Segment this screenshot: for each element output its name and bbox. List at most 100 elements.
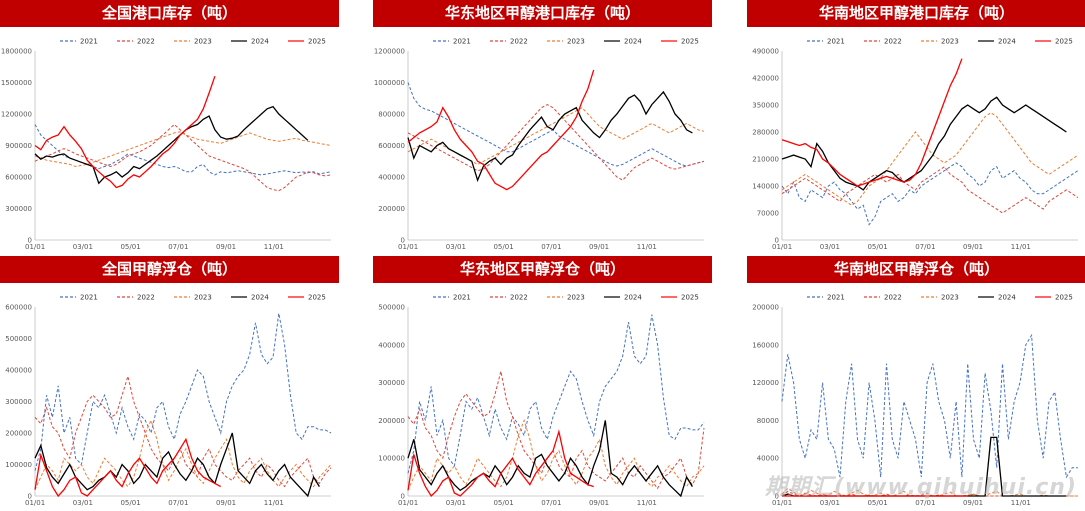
x-tick-label: 05/01 [867,243,887,250]
y-tick-label: 200000 [378,417,405,425]
chart-title: 华南地区甲醇港口库存（吨） [747,0,1085,27]
x-tick-label: 11/01 [264,499,284,506]
chart-plot: 0 100000 200000 300000 400000 500000 600000 01/… [5,294,332,506]
x-tick-label: 09/01 [216,243,236,250]
legend-label: 2021 [453,38,471,46]
series-line-2023 [781,112,1079,206]
x-tick-label: 09/01 [963,243,983,250]
y-tick-label: 600000 [378,142,405,150]
legend-label: 2021 [453,294,471,302]
chart-title: 全国港口库存（吨） [0,0,339,27]
y-tick-label: 70000 [757,210,779,218]
series-line-2021 [34,124,332,176]
x-tick-label: 05/01 [493,243,513,250]
x-tick-label: 09/01 [589,243,609,250]
series-line-2024 [407,90,693,183]
y-tick-label: 1200000 [1,111,32,119]
y-tick-label: 500000 [5,335,32,343]
series-line-2025 [781,58,963,187]
series-line-2023 [407,418,705,491]
y-tick-label: 40000 [757,455,779,463]
y-tick-label: 0 [401,237,405,245]
y-tick-label: 300000 [5,398,32,406]
chart-plot: 0 70000 140000 210000 280000 350000 420000 4900… [752,38,1079,250]
chart-panel: 华南地区甲醇港口库存（吨） 0 70000 140000 210000 280000 350… [747,0,1085,250]
y-tick-label: 300000 [5,205,32,213]
chart-plot: 0 200000 400000 600000 800000 1000000 1200000 0… [374,38,705,250]
x-tick-label: 03/01 [820,499,840,506]
legend-label: 2022 [884,294,902,302]
series-line-2025 [407,429,594,498]
series-line-2022 [407,371,705,490]
chart-title: 华东地区甲醇港口库存（吨） [373,0,712,27]
series-line-2023 [781,487,1078,497]
chart-title: 全国甲醇浮仓（吨） [0,256,339,283]
legend-label: 2024 [998,38,1016,46]
series-line-2025 [34,437,222,498]
y-tick-label: 0 [28,237,32,245]
x-tick-label: 11/01 [637,243,657,250]
legend-label: 2024 [624,294,642,302]
x-tick-label: 07/01 [541,499,561,506]
legend-label: 2025 [1055,38,1073,46]
series-line-2025 [407,69,595,191]
series-line-2022 [34,374,332,488]
legend-label: 2022 [137,38,155,46]
series-line-2024 [34,432,320,498]
legend-label: 2023 [941,38,959,46]
legend-label: 2022 [510,294,528,302]
legend-label: 2021 [80,294,98,302]
legend-label: 2021 [827,294,845,302]
legend-label: 2024 [251,38,269,46]
y-tick-label: 1000000 [374,79,405,87]
watermark: 期期汇(www.qihuihui.cn) [764,475,1077,500]
legend-label: 2023 [194,38,212,46]
x-tick-label: 09/01 [589,499,609,506]
y-tick-label: 350000 [752,102,779,110]
chart-plot: 0 300000 600000 900000 1200000 1500000 1800000… [1,38,332,250]
y-tick-label: 300000 [378,379,405,387]
y-tick-label: 800000 [378,111,405,119]
y-tick-label: 500000 [378,304,405,312]
x-tick-label: 01/01 [398,243,418,250]
legend-label: 2021 [827,38,845,46]
x-tick-label: 05/01 [120,499,140,506]
chart-panel: 华东地区甲醇港口库存（吨） 0 200000 400000 600000 800000 10… [373,0,712,250]
series-line-2021 [407,314,705,474]
legend-label: 2024 [998,294,1016,302]
series-line-2024 [34,105,309,185]
y-tick-label: 210000 [752,156,779,164]
y-tick-label: 900000 [5,142,32,150]
legend-label: 2024 [251,294,269,302]
legend-label: 2022 [510,38,528,46]
y-tick-label: 600000 [5,174,32,182]
x-tick-label: 07/01 [915,499,935,506]
y-tick-label: 400000 [5,367,32,375]
x-tick-label: 11/01 [637,499,657,506]
y-tick-label: 600000 [5,304,32,312]
y-tick-label: 420000 [752,75,779,83]
x-tick-label: 11/01 [264,243,284,250]
legend-label: 2022 [137,294,155,302]
x-tick-label: 03/01 [73,499,93,506]
chart-title: 华南地区甲醇浮仓（吨） [747,256,1085,283]
x-tick-label: 07/01 [168,499,188,506]
legend-label: 2023 [567,38,585,46]
y-tick-label: 200000 [5,430,32,438]
legend-label: 2023 [941,294,959,302]
chart-title: 华东地区甲醇浮仓（吨） [373,256,712,283]
x-tick-label: 03/01 [446,243,466,250]
chart-panel: 华东地区甲醇浮仓（吨） 0 100000 200000 300000 400000 5000… [373,256,712,506]
x-tick-label: 11/01 [1011,499,1031,506]
x-tick-label: 07/01 [541,243,561,250]
y-tick-label: 0 [401,493,405,501]
series-line-2022 [34,123,332,192]
series-line-2025 [34,75,216,189]
legend-label: 2025 [308,294,326,302]
series-line-2021 [781,333,1078,479]
y-tick-label: 160000 [752,341,779,349]
y-tick-label: 1200000 [374,48,405,56]
series-line-2023 [34,419,332,490]
y-tick-label: 80000 [757,417,779,425]
series-line-2021 [781,162,1079,226]
